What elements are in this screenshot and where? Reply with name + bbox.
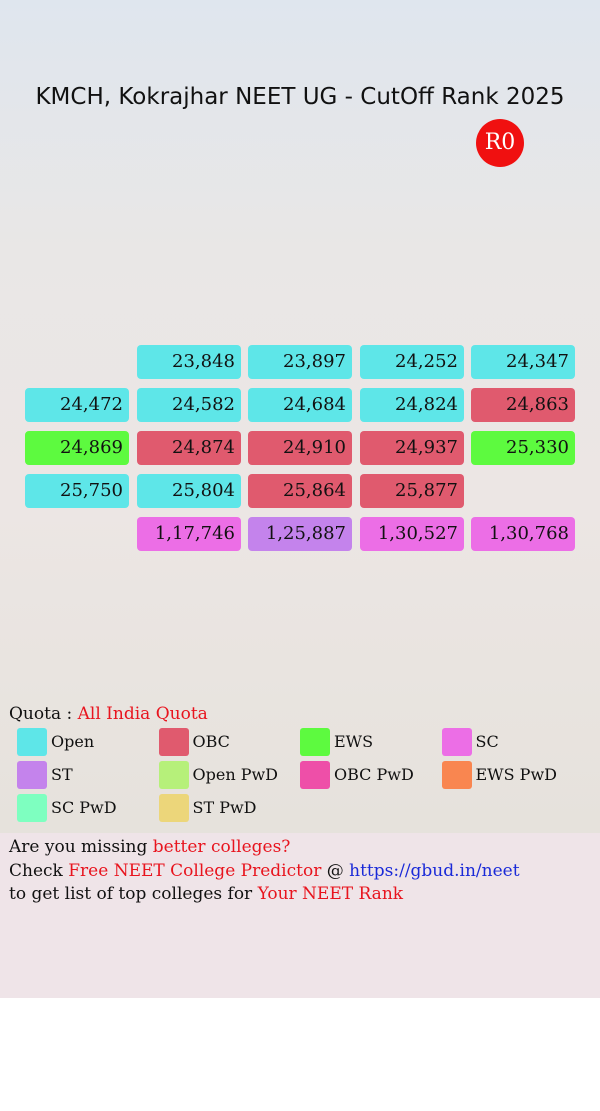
footer: Are you missing better colleges? Check F… — [0, 833, 600, 998]
rank-cell: 24,874 — [137, 431, 241, 465]
text: Are you missing — [9, 837, 148, 857]
rank-cell: 24,910 — [248, 431, 352, 465]
rank-cell: 24,252 — [360, 345, 464, 379]
footer-line: to get list of top colleges for Your NEE… — [9, 884, 403, 904]
text: Check — [9, 861, 63, 881]
rank-cell: 25,330 — [471, 431, 575, 465]
legend-swatch — [300, 761, 330, 789]
rank-cell: 25,864 — [248, 474, 352, 508]
legend-swatch — [158, 761, 189, 789]
legend-swatch — [158, 728, 189, 756]
rank-cell: 23,897 — [248, 345, 352, 379]
rank-cell: 24,937 — [360, 431, 464, 465]
footer-line: Are you missing better colleges? — [9, 837, 290, 857]
highlight: better colleges? — [152, 837, 291, 857]
legend-swatch — [441, 761, 472, 789]
legend-label: EWS PwD — [475, 765, 557, 784]
highlight: Your NEET Rank — [257, 884, 404, 904]
rank-cell: 24,582 — [137, 388, 241, 422]
round-badge: R0 — [476, 119, 524, 167]
quota-line: Quota : All India Quota — [9, 704, 208, 724]
title: KMCH, Kokrajhar NEET UG - CutOff Rank 20… — [35, 84, 565, 110]
quota-label: Quota : — [9, 704, 73, 724]
rank-cell: 25,750 — [25, 474, 129, 508]
legend-label: ST — [51, 765, 73, 784]
legend-swatch — [17, 761, 47, 789]
rank-cell: 23,848 — [137, 345, 241, 379]
legend-label: Open PwD — [192, 765, 279, 784]
rank-cell: 1,30,527 — [360, 517, 464, 551]
rank-cell: 25,877 — [360, 474, 464, 508]
rank-cell: 25,804 — [137, 474, 241, 508]
link-text[interactable]: Free NEET College Predictor — [68, 861, 322, 881]
legend-label: OBC PwD — [334, 765, 414, 784]
rank-cell: 24,472 — [25, 388, 129, 422]
legend-swatch — [441, 728, 472, 756]
link[interactable]: https://gbud.in/neet — [349, 861, 520, 881]
legend-label: OBC — [192, 732, 230, 751]
rank-cell: 24,824 — [360, 388, 464, 422]
legend-label: SC — [475, 732, 499, 751]
footer-line: Check Free NEET College Predictor @ http… — [9, 861, 520, 881]
rank-cell: 1,30,768 — [471, 517, 575, 551]
legend-swatch — [158, 794, 189, 822]
quota-value: All India Quota — [77, 704, 208, 724]
rank-cell: 24,684 — [248, 388, 352, 422]
legend-label: SC PwD — [51, 798, 117, 817]
legend-label: Open — [51, 732, 95, 751]
legend-swatch — [17, 794, 47, 822]
rank-cell: 24,347 — [471, 345, 575, 379]
rank-cell: 1,17,746 — [137, 517, 241, 551]
legend-swatch — [17, 728, 47, 756]
legend-label: EWS — [334, 732, 374, 751]
rank-cell: 1,25,887 — [248, 517, 352, 551]
legend-label: ST PwD — [192, 798, 257, 817]
text: @ — [326, 861, 344, 881]
legend-swatch — [300, 728, 330, 756]
rank-cell: 24,863 — [471, 388, 575, 422]
text: to get list of top colleges for — [9, 884, 253, 904]
rank-cell: 24,869 — [25, 431, 129, 465]
